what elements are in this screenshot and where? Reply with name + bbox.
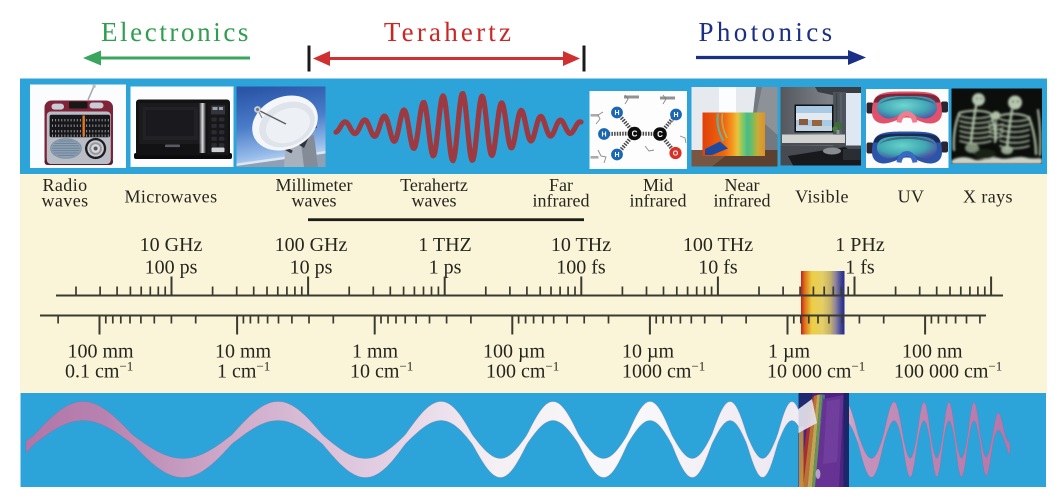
svg-text:100 nm: 100 nm: [902, 341, 963, 363]
svg-text:1 µm: 1 µm: [768, 341, 811, 363]
svg-text:0.1 cm−1: 0.1 cm−1: [65, 359, 133, 383]
svg-text:10 cm−1: 10 cm−1: [350, 359, 413, 383]
svg-text:H: H: [614, 152, 619, 159]
svg-text:waves: waves: [412, 191, 457, 211]
svg-text:Millimeter: Millimeter: [276, 175, 353, 195]
svg-text:100 µm: 100 µm: [483, 341, 546, 363]
svg-text:UV: UV: [898, 187, 925, 207]
svg-text:C: C: [657, 130, 663, 139]
svg-text:1 mm: 1 mm: [352, 341, 399, 363]
svg-text:Photonics: Photonics: [698, 17, 835, 47]
svg-text:100 ps: 100 ps: [145, 257, 198, 279]
svg-text:10 µm: 10 µm: [622, 341, 675, 363]
svg-text:Far: Far: [549, 175, 573, 195]
svg-text:Electronics: Electronics: [101, 17, 251, 47]
svg-text:Microwaves: Microwaves: [125, 187, 218, 207]
svg-text:Terahertz: Terahertz: [384, 17, 514, 47]
svg-text:1 ps: 1 ps: [429, 257, 462, 279]
svg-text:H: H: [614, 110, 619, 117]
svg-text:10 GHz: 10 GHz: [140, 234, 203, 256]
svg-text:waves: waves: [42, 191, 89, 211]
svg-text:100 THz: 100 THz: [683, 234, 753, 256]
svg-text:10 fs: 10 fs: [698, 257, 738, 279]
svg-text:H: H: [673, 112, 678, 119]
svg-text:infrared: infrared: [630, 191, 687, 211]
svg-text:Mid: Mid: [643, 175, 673, 195]
svg-text:100 GHz: 100 GHz: [275, 234, 348, 256]
svg-text:Radio: Radio: [43, 175, 88, 195]
svg-text:infrared: infrared: [533, 191, 590, 211]
svg-text:infrared: infrared: [714, 191, 771, 211]
svg-text:10 mm: 10 mm: [215, 341, 272, 363]
svg-text:10 THz: 10 THz: [551, 234, 611, 256]
svg-text:10 ps: 10 ps: [290, 257, 333, 279]
svg-text:10 000 cm−1: 10 000 cm−1: [767, 359, 865, 383]
svg-text:X rays: X rays: [963, 187, 1013, 207]
svg-text:100 fs: 100 fs: [556, 257, 606, 279]
svg-text:100 000 cm−1: 100 000 cm−1: [894, 359, 1002, 383]
svg-text:waves: waves: [292, 191, 337, 211]
svg-text:H: H: [601, 132, 606, 139]
svg-text:1 fs: 1 fs: [845, 257, 875, 279]
svg-text:Visible: Visible: [795, 187, 849, 207]
svg-text:Near: Near: [725, 175, 760, 195]
svg-text:Terahertz: Terahertz: [400, 175, 468, 195]
svg-text:O: O: [673, 151, 679, 158]
svg-text:1 PHz: 1 PHz: [835, 234, 885, 256]
svg-text:100 mm: 100 mm: [68, 341, 135, 363]
svg-text:1000 cm−1: 1000 cm−1: [622, 359, 705, 383]
svg-text:1 THZ: 1 THZ: [418, 234, 472, 256]
svg-text:C: C: [632, 129, 638, 138]
